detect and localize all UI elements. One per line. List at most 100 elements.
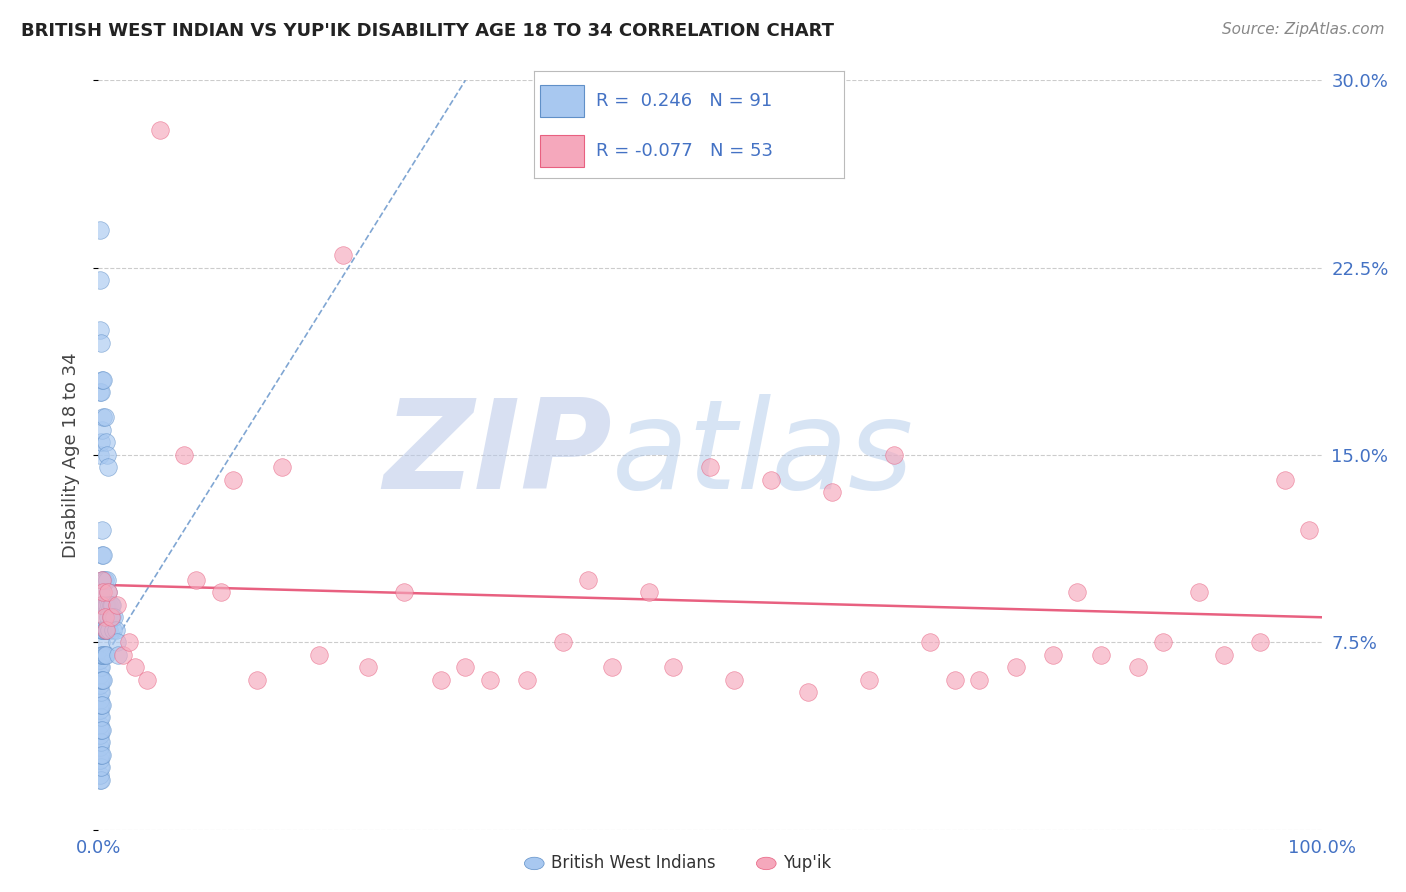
Point: [89, 223, 111, 237]
Point: [90, 673, 112, 687]
Point: [89, 760, 111, 774]
Point: [89, 692, 111, 706]
Point: [186, 573, 208, 587]
Point: [1249, 635, 1271, 649]
Point: [90, 760, 112, 774]
Point: [97, 460, 120, 475]
Point: [1066, 585, 1088, 599]
Text: atlas: atlas: [612, 394, 914, 516]
Point: [943, 673, 966, 687]
Point: [91, 747, 114, 762]
Point: [98, 598, 121, 612]
Point: [91, 523, 114, 537]
Point: [723, 673, 745, 687]
Text: British West Indians: British West Indians: [551, 855, 716, 872]
Point: [96, 598, 118, 612]
Point: [90, 598, 112, 612]
Point: [101, 623, 124, 637]
Point: [107, 648, 129, 662]
Point: [1188, 585, 1211, 599]
Point: [104, 623, 127, 637]
Point: [90, 635, 112, 649]
Point: [1090, 648, 1112, 662]
Point: [576, 573, 599, 587]
Point: [91, 623, 114, 637]
Point: [100, 610, 122, 624]
Point: [93, 610, 115, 624]
Point: [478, 673, 501, 687]
Point: [93, 623, 115, 637]
Point: [90, 648, 112, 662]
Point: [93, 573, 115, 587]
Point: [101, 610, 124, 624]
Point: [89, 772, 111, 787]
Point: [883, 448, 905, 462]
Point: [91, 573, 114, 587]
Point: [118, 635, 141, 649]
Point: [91, 648, 114, 662]
Text: Source: ZipAtlas.com: Source: ZipAtlas.com: [1222, 22, 1385, 37]
Point: [90, 623, 112, 637]
Point: [1042, 648, 1064, 662]
Point: [105, 635, 128, 649]
Point: [821, 485, 844, 500]
Point: [89, 703, 111, 717]
Point: [91, 423, 114, 437]
Point: [97, 585, 120, 599]
Point: [89, 717, 111, 731]
Point: [89, 698, 111, 712]
Point: [222, 473, 245, 487]
Point: [454, 660, 477, 674]
Y-axis label: Disability Age 18 to 34: Disability Age 18 to 34: [62, 352, 80, 558]
Point: [91, 373, 114, 387]
Point: [91, 585, 114, 599]
Point: [89, 723, 111, 737]
Point: [430, 673, 453, 687]
Point: [89, 678, 111, 692]
Point: [308, 648, 330, 662]
Point: [89, 735, 111, 749]
Point: [392, 585, 416, 599]
Text: R = -0.077   N = 53: R = -0.077 N = 53: [596, 142, 773, 160]
Point: [91, 548, 114, 562]
Point: [699, 460, 721, 475]
Point: [89, 448, 111, 462]
Point: [94, 623, 117, 637]
Point: [356, 660, 378, 674]
Point: [100, 598, 122, 612]
Point: [98, 623, 121, 637]
Point: [1128, 660, 1150, 674]
Point: [1152, 635, 1174, 649]
Point: [209, 585, 232, 599]
Point: [858, 673, 880, 687]
Point: [1298, 523, 1320, 537]
Point: [91, 598, 114, 612]
Point: [103, 610, 125, 624]
Point: [89, 710, 111, 724]
Point: [101, 598, 124, 612]
FancyBboxPatch shape: [540, 86, 583, 118]
Point: [89, 685, 111, 699]
Point: [90, 747, 112, 762]
Point: [91, 548, 114, 562]
Point: [90, 435, 112, 450]
Point: [637, 585, 661, 599]
Point: [90, 335, 112, 350]
Point: [90, 685, 112, 699]
Point: [105, 598, 128, 612]
Point: [89, 660, 111, 674]
Point: [553, 635, 575, 649]
Point: [93, 410, 115, 425]
Point: [124, 660, 146, 674]
Point: [515, 673, 537, 687]
Point: [246, 673, 269, 687]
Point: [89, 385, 111, 400]
Point: [173, 448, 195, 462]
Point: [149, 123, 172, 137]
Point: [91, 373, 114, 387]
Text: ZIP: ZIP: [384, 394, 612, 516]
Point: [96, 573, 118, 587]
Point: [1274, 473, 1296, 487]
Point: [90, 585, 112, 599]
Point: [89, 753, 111, 767]
